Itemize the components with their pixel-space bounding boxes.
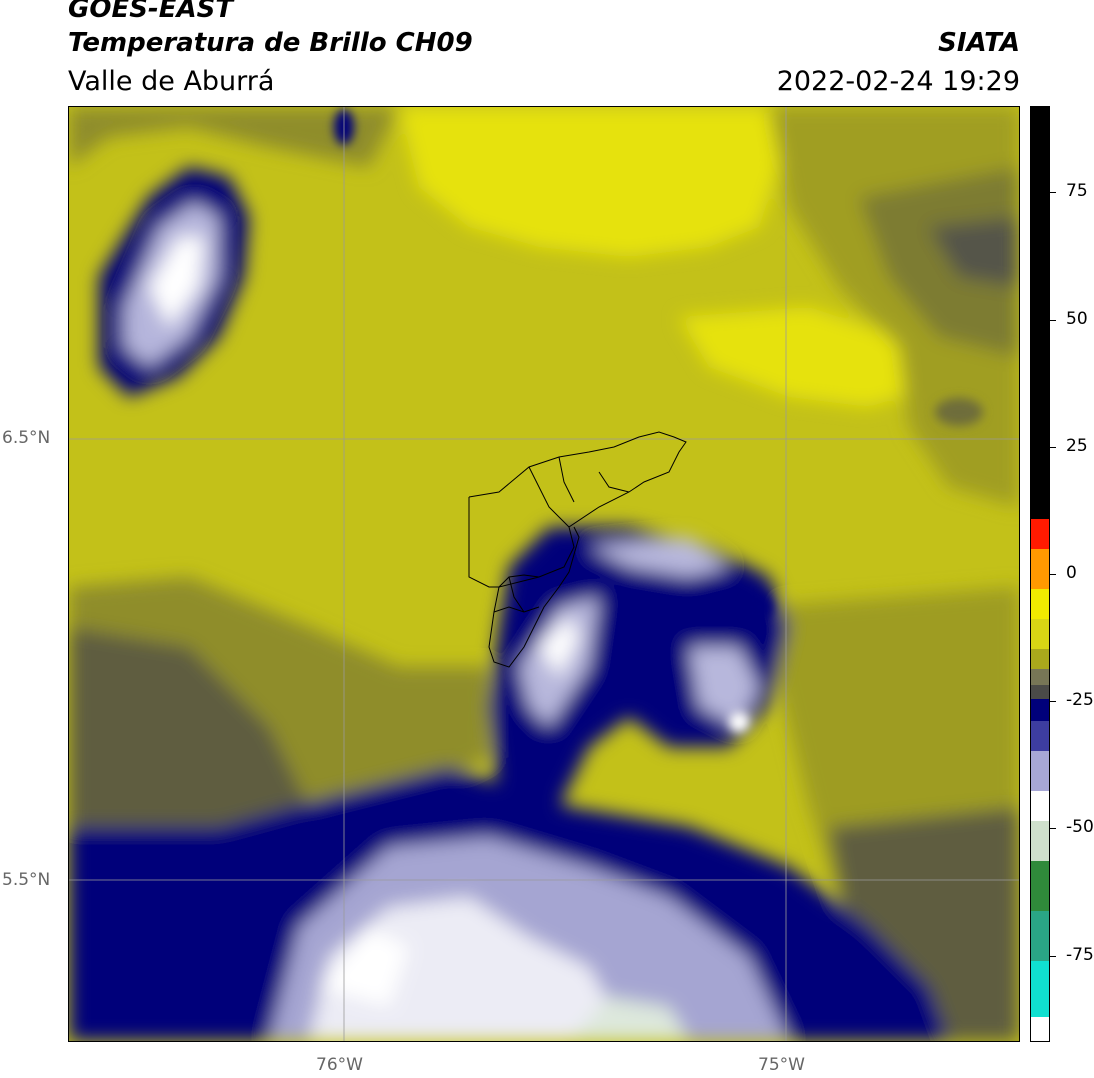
colorbar-tick-mark	[1050, 574, 1056, 575]
colorbar-tick-mark	[1050, 956, 1056, 957]
lat-tick-label: 6.5°N	[2, 428, 51, 448]
colorbar-tick-mark	[1050, 447, 1056, 448]
colorbar-svg	[1031, 107, 1049, 1041]
colorbar-tick-label: -50	[1066, 817, 1094, 837]
colorbar-tick-label: 50	[1066, 309, 1088, 329]
lon-tick-label: 76°W	[316, 1055, 363, 1075]
colorbar-tick-mark	[1050, 701, 1056, 702]
region-subtitle: Valle de Aburrá	[68, 66, 275, 97]
lon-tick-label: 75°W	[758, 1055, 805, 1075]
gridlines	[69, 107, 1019, 1041]
lat-tick-label: 5.5°N	[2, 870, 51, 890]
brightness-temperature-map[interactable]	[68, 106, 1020, 1042]
colorbar	[1030, 106, 1050, 1042]
product-title: Temperatura de Brillo CH09	[68, 28, 473, 58]
satellite-title: GOES-EAST	[68, 0, 234, 24]
cold-spots	[334, 109, 983, 732]
map-svg	[69, 107, 1019, 1041]
colorbar-tick-mark	[1050, 828, 1056, 829]
colorbar-tick-label: -75	[1066, 945, 1094, 965]
colorbar-tick-mark	[1050, 192, 1056, 193]
colorbar-tick-label: -25	[1066, 690, 1094, 710]
cloud-field	[69, 107, 1019, 1041]
colorbar-tick-label: 75	[1066, 181, 1088, 201]
colorbar-tick-label: 0	[1066, 563, 1077, 583]
aburra-boundaries	[468, 431, 687, 668]
colorbar-tick-label: 25	[1066, 436, 1088, 456]
datetime-label: 2022-02-24 19:29	[776, 66, 1020, 97]
agency-label: SIATA	[938, 28, 1020, 58]
colorbar-tick-mark	[1050, 320, 1056, 321]
